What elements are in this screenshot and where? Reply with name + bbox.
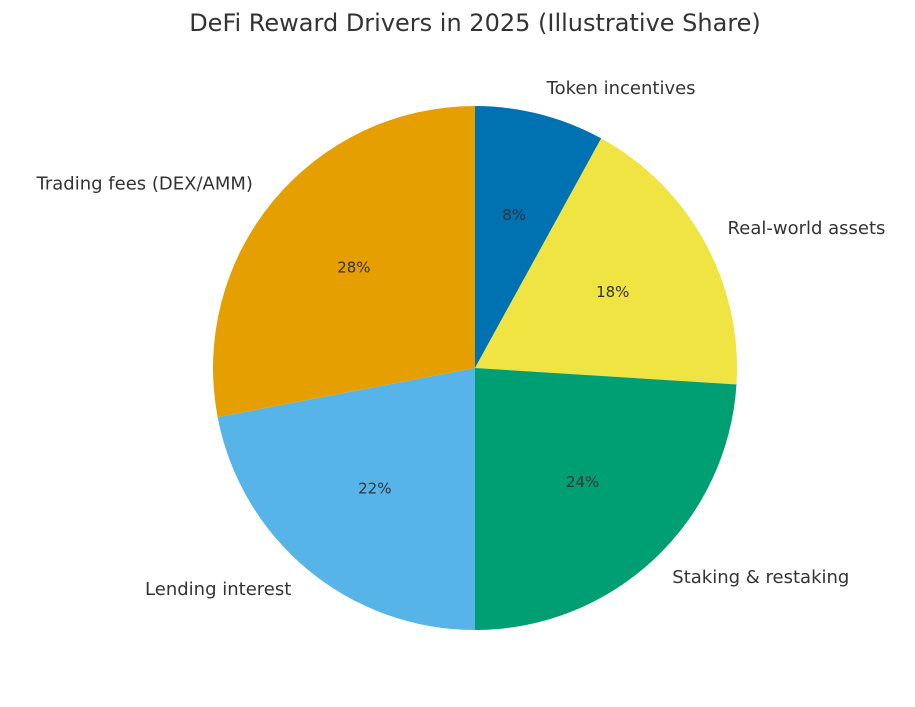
value-label: 18% xyxy=(596,283,629,301)
slice-label: Staking & restaking xyxy=(672,567,849,588)
slice-label: Lending interest xyxy=(145,579,291,600)
slice-label: Real-world assets xyxy=(728,218,886,239)
value-label: 24% xyxy=(566,473,599,491)
chart-title: DeFi Reward Drivers in 2025 (Illustrativ… xyxy=(189,9,761,37)
value-label: 28% xyxy=(337,258,370,276)
slice-label: Token incentives xyxy=(546,78,696,99)
pie-slice xyxy=(475,106,602,368)
pie-slice xyxy=(217,368,475,630)
pie-slice xyxy=(475,368,737,630)
pie-slice xyxy=(475,138,738,385)
value-label: 22% xyxy=(358,480,391,498)
pie-slice xyxy=(212,106,475,418)
slice-label: Trading fees (DEX/AMM) xyxy=(36,173,253,194)
value-label: 8% xyxy=(502,206,526,224)
